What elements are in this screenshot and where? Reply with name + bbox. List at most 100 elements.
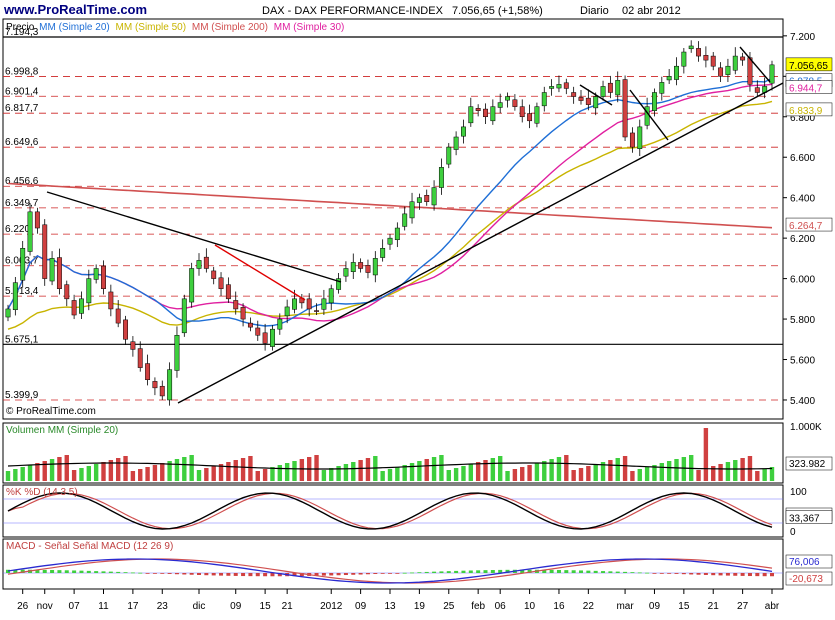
macd-histogram-bar <box>674 573 679 574</box>
level-label: 5.675,1 <box>5 334 39 345</box>
candle <box>240 303 246 327</box>
macd-histogram-bar <box>542 569 547 573</box>
candle <box>123 315 128 345</box>
candle <box>490 99 496 125</box>
candle <box>336 272 342 294</box>
candle <box>607 75 613 99</box>
x-tick-label: nov <box>37 601 53 612</box>
volume-bar <box>387 469 393 481</box>
level-label: 6.817,7 <box>5 103 39 114</box>
volume-bar <box>167 461 172 481</box>
candle <box>20 240 26 288</box>
candle <box>49 251 55 286</box>
volume-bar <box>160 463 165 481</box>
candle <box>402 206 408 231</box>
volume-bar <box>182 457 187 481</box>
volume-bar <box>343 464 349 481</box>
date-label: 02 abr 2012 <box>622 5 681 17</box>
candle <box>549 79 555 96</box>
candle <box>5 304 11 322</box>
macd-histogram-bar <box>255 573 260 577</box>
x-tick-label: mar <box>616 601 634 612</box>
macd-histogram-bar <box>204 573 209 576</box>
x-tick-label: 09 <box>649 601 661 612</box>
candle <box>108 284 114 317</box>
volume-bar <box>27 465 33 481</box>
candle <box>181 294 187 337</box>
trendline <box>579 84 613 106</box>
candle <box>174 326 180 378</box>
candle <box>167 362 173 406</box>
candle <box>71 294 77 320</box>
macd-histogram-bar <box>123 572 128 573</box>
level-label: 6.901,4 <box>5 86 39 97</box>
y-tick-label: 6.800 <box>790 113 815 124</box>
candle <box>754 80 760 97</box>
price-value-text: 7.056,65 <box>789 61 828 72</box>
price-legend: Precio MM (Simple 20) MM (Simple 50) MM … <box>6 22 344 33</box>
candle <box>453 131 459 156</box>
candle <box>534 102 540 128</box>
volume-bar <box>93 464 99 481</box>
macd-histogram-bar <box>740 573 745 576</box>
volume-bar <box>622 456 628 481</box>
candle <box>203 248 209 273</box>
volume-bar <box>424 459 429 481</box>
macd-histogram-bar <box>725 573 730 576</box>
candle <box>438 158 444 195</box>
macd-histogram-bar <box>424 571 429 573</box>
candle <box>137 341 143 372</box>
level-label: 5.913,4 <box>5 286 39 297</box>
volume-bar <box>402 465 407 481</box>
x-tick-label: 09 <box>355 601 367 612</box>
candle <box>431 180 437 211</box>
macd-histogram-bar <box>696 573 701 575</box>
candle <box>211 266 217 285</box>
macd-histogram-bar <box>711 573 716 576</box>
x-tick-label: 21 <box>282 601 294 612</box>
macd-histogram-bar <box>468 570 473 573</box>
volume-bar <box>564 455 569 481</box>
candle <box>585 89 591 111</box>
macd-histogram-bar <box>365 573 370 575</box>
volume-bar <box>299 459 305 481</box>
macd-histogram-bar <box>314 573 319 576</box>
macd-histogram-bar <box>263 573 268 577</box>
macd-histogram-bar <box>608 571 613 573</box>
volume-bar <box>20 467 25 481</box>
trendline <box>46 191 342 283</box>
candle <box>416 193 422 210</box>
volume-bar <box>586 466 591 481</box>
volume-bar <box>5 471 11 481</box>
volume-layer <box>5 428 775 481</box>
price-panel <box>2 18 784 420</box>
macd-histogram-bar <box>219 573 224 576</box>
volume-ma-line <box>7 462 773 470</box>
macd-histogram-bar <box>64 570 69 573</box>
candle <box>365 259 371 279</box>
candle <box>27 202 33 256</box>
candle <box>34 207 40 234</box>
legend-mm20: MM (Simple 20) <box>39 22 110 33</box>
candle <box>130 336 136 357</box>
volume-bar <box>769 467 775 481</box>
macd-histogram-bar <box>13 569 18 573</box>
macd-value-text-1: 76,006 <box>789 557 820 568</box>
macd-histogram-bar <box>50 570 55 573</box>
candle <box>461 119 466 144</box>
macd-histogram-bar <box>138 572 143 574</box>
macd-histogram-bar <box>476 570 481 573</box>
macd-histogram-bar <box>556 569 561 573</box>
volume-bar <box>483 460 488 481</box>
macd-histogram-bar <box>321 573 326 576</box>
level-label: 7.194,3 <box>5 27 39 38</box>
volume-bar <box>578 468 584 481</box>
macd-histogram-bar <box>747 573 752 577</box>
volume-bar <box>49 459 55 481</box>
candle <box>732 47 738 75</box>
volume-bar <box>108 460 114 481</box>
y-tick-label: 6.000 <box>790 275 815 286</box>
volume-bar <box>490 458 496 481</box>
volume-value-text: 323.982 <box>789 459 826 470</box>
